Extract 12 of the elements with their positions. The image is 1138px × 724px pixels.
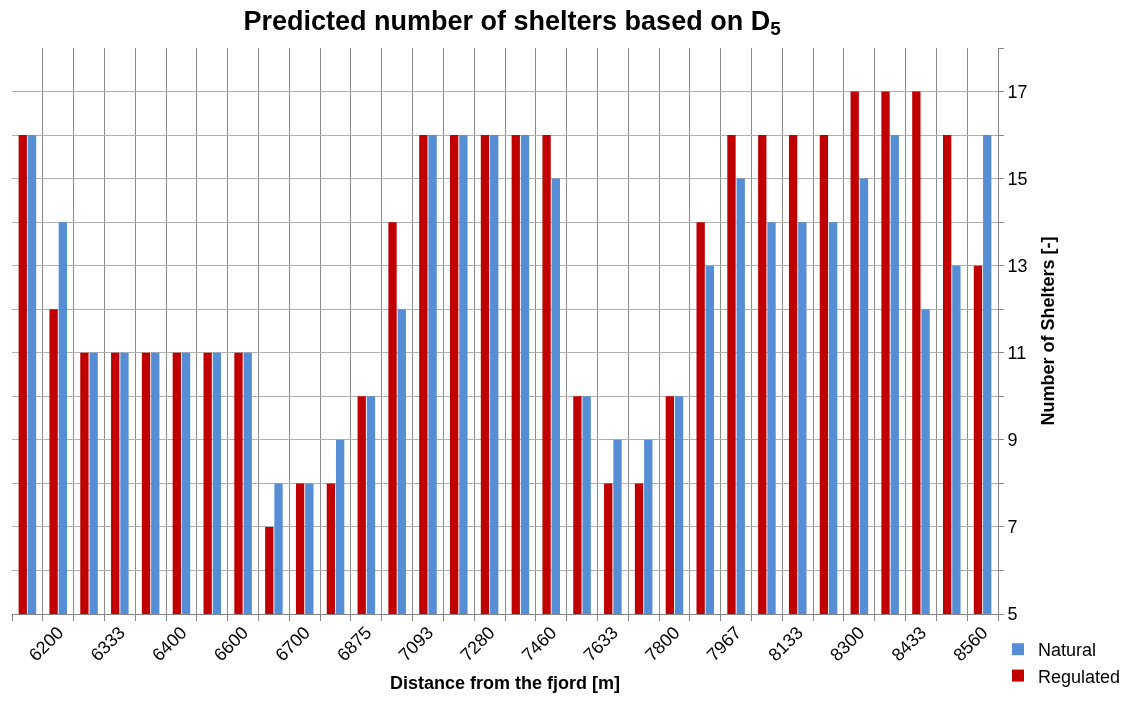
y-tick-label: 15 bbox=[1007, 168, 1028, 189]
legend-label: Regulated bbox=[1038, 666, 1121, 687]
legend-label: Natural bbox=[1038, 640, 1097, 661]
y-tick-label: 17 bbox=[1007, 81, 1028, 102]
y-tick-label: 7 bbox=[1007, 517, 1018, 538]
x-axis-title: Distance from the fjord [m] bbox=[389, 673, 621, 694]
chart-title: Predicted number of shelters based on D$_{5}$ bbox=[243, 5, 781, 40]
y-tick-label: 9 bbox=[1007, 430, 1018, 451]
y-axis-title: Number of Shelters [-] bbox=[1037, 236, 1058, 426]
y-tick-label: 5 bbox=[1007, 604, 1018, 625]
y-tick-label: 11 bbox=[1007, 343, 1027, 364]
y-tick-label: 13 bbox=[1007, 255, 1028, 276]
